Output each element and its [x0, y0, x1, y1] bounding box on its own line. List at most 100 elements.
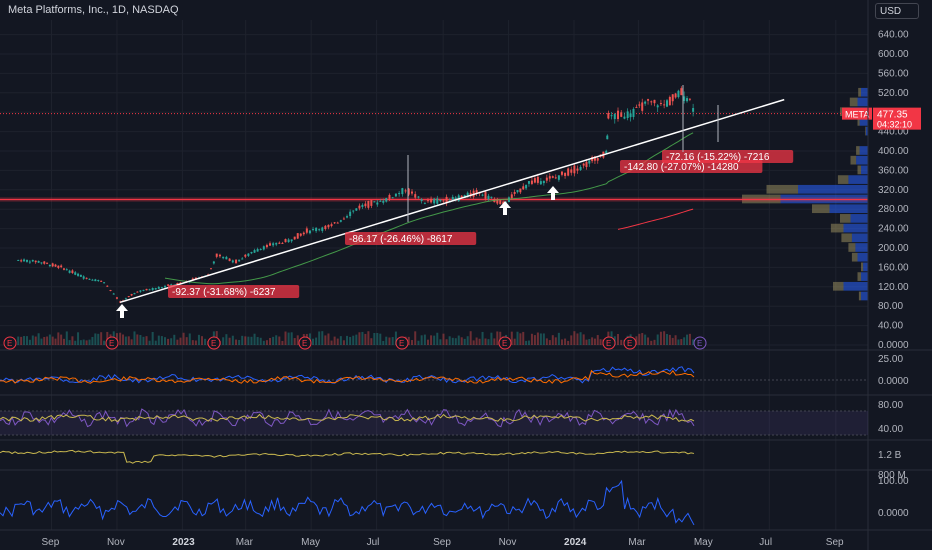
- volume-bar: [376, 332, 379, 345]
- volume-bar: [617, 334, 620, 345]
- volume-bar: [638, 333, 641, 345]
- candle-body: [324, 225, 327, 230]
- volume-bar: [539, 333, 542, 345]
- candle-body: [265, 244, 268, 248]
- candle-body: [17, 259, 20, 261]
- candle-body: [629, 113, 632, 118]
- volume-bar: [315, 337, 318, 345]
- candle-body: [235, 259, 238, 264]
- y-tick-label: 520.00: [878, 88, 909, 99]
- candle-body: [663, 104, 666, 106]
- volume-bar: [653, 339, 656, 345]
- grid-lines: [0, 20, 868, 530]
- volume-bar: [265, 340, 268, 345]
- volume-bar: [436, 332, 439, 345]
- candle-body: [560, 171, 563, 175]
- candle-body: [674, 93, 677, 98]
- candle-body: [100, 280, 103, 282]
- volume-bar: [88, 339, 91, 345]
- earnings-marker-label: E: [302, 339, 307, 348]
- candle-body: [167, 284, 170, 286]
- macd-signal-line: [0, 369, 695, 384]
- volume-bar: [683, 337, 686, 345]
- volume-bar: [560, 339, 563, 345]
- candle-body: [484, 191, 487, 199]
- volume-bar: [442, 333, 445, 345]
- y-tick-label: 640.00: [878, 30, 909, 41]
- volume-bar: [170, 338, 173, 345]
- volume-bar: [71, 336, 74, 345]
- y-tick-label: 0.0000: [878, 340, 909, 351]
- drawdown-label: -142.80 (-27.07%) -14280: [624, 162, 739, 173]
- candle-body: [275, 242, 278, 245]
- obv-line: [0, 449, 695, 464]
- drawdown-label-box: [168, 285, 300, 298]
- candle-body: [573, 165, 576, 174]
- candle-body: [287, 239, 290, 243]
- volume-bar: [103, 340, 106, 345]
- drawdown-label-box: [345, 232, 477, 245]
- volume-bar: [576, 333, 579, 345]
- volume-bar: [133, 331, 136, 345]
- earnings-marker-icon: [693, 336, 707, 350]
- currency-selector[interactable]: USD: [875, 3, 919, 19]
- candle-body: [620, 112, 623, 117]
- candle-body: [358, 205, 361, 209]
- volume-bar: [513, 338, 516, 345]
- drawdown-label: -92.37 (-31.68%) -6237: [172, 287, 276, 298]
- y-tick-label: 400.00: [878, 146, 909, 157]
- candle-body: [31, 259, 34, 262]
- candle-body: [659, 103, 662, 105]
- volume-bar: [593, 338, 596, 345]
- candle-body: [632, 108, 635, 117]
- volume-bar: [250, 336, 253, 345]
- volume-bar: [466, 336, 469, 345]
- volume-profile-bar-up: [851, 233, 868, 243]
- candle-body: [487, 195, 490, 200]
- volume-bar: [284, 331, 287, 345]
- candle-body: [210, 268, 213, 270]
- volume-bar: [352, 335, 355, 345]
- symbol-tag: META: [845, 110, 869, 120]
- volume-bar: [151, 331, 154, 345]
- candle-body: [398, 193, 401, 195]
- volume-profile-bar-down: [848, 243, 856, 252]
- volume-bar: [533, 335, 536, 345]
- candle-body: [644, 101, 647, 104]
- candle-body: [244, 254, 247, 257]
- price-tag: 477.35: [877, 110, 908, 121]
- candle-body: [548, 176, 551, 179]
- y-tick-label: 600.00: [878, 49, 909, 60]
- volume-bar: [379, 333, 382, 345]
- candle-body: [617, 110, 620, 120]
- candle-body: [379, 200, 382, 202]
- volume-bar: [127, 336, 130, 345]
- earnings-marker-icon: [498, 336, 512, 350]
- volume-bar: [530, 333, 533, 345]
- volume-bar: [475, 337, 478, 345]
- candle-body: [404, 190, 407, 192]
- candle-body: [85, 277, 88, 279]
- candle-body: [34, 260, 37, 263]
- volume-bar: [296, 335, 299, 345]
- candle-body: [533, 178, 536, 183]
- buy-arrow-icon: [499, 201, 511, 215]
- volume-bar: [370, 338, 373, 345]
- volume-profile-bar-down: [841, 233, 852, 243]
- volume-bar: [426, 339, 429, 345]
- volume-bar: [656, 334, 659, 345]
- candle-body: [281, 242, 284, 244]
- candle-body: [342, 218, 345, 220]
- candle-body: [296, 233, 299, 239]
- volume-bar: [420, 335, 423, 345]
- candle-body: [576, 168, 579, 171]
- candle-body: [28, 261, 31, 263]
- candle-body: [278, 242, 281, 244]
- candle-body: [370, 200, 373, 206]
- candle-body: [160, 287, 163, 289]
- volume-bar: [157, 335, 160, 345]
- volume-bar: [430, 335, 433, 345]
- volume-bar: [46, 336, 49, 345]
- volume-bar: [28, 339, 31, 345]
